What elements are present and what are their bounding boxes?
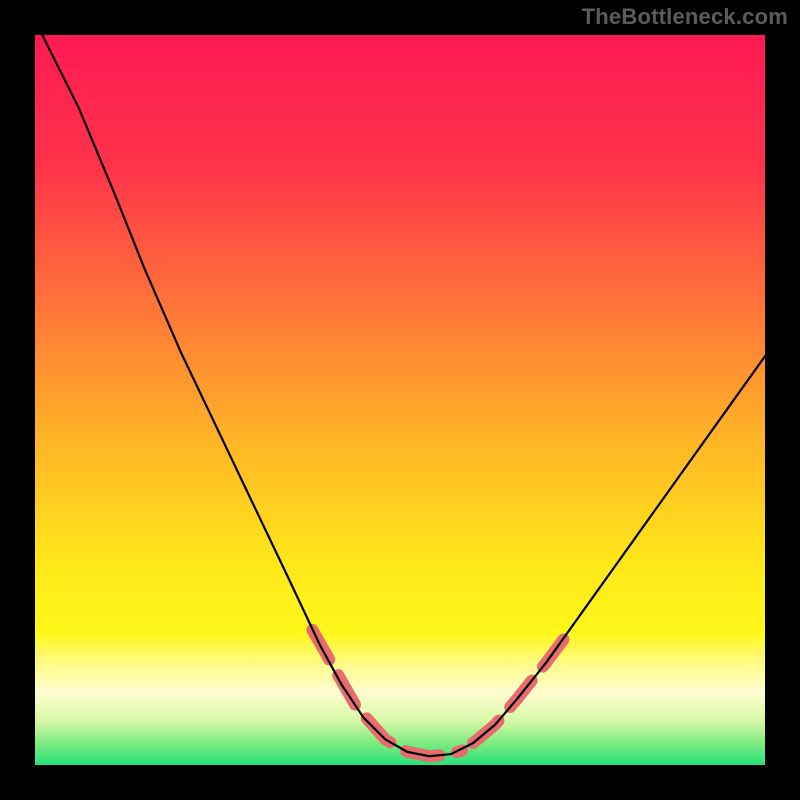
plot-background-gradient <box>35 35 765 765</box>
bottleneck-curve-chart <box>0 0 800 800</box>
watermark-label: TheBottleneck.com <box>582 4 788 30</box>
chart-root: TheBottleneck.com <box>0 0 800 800</box>
